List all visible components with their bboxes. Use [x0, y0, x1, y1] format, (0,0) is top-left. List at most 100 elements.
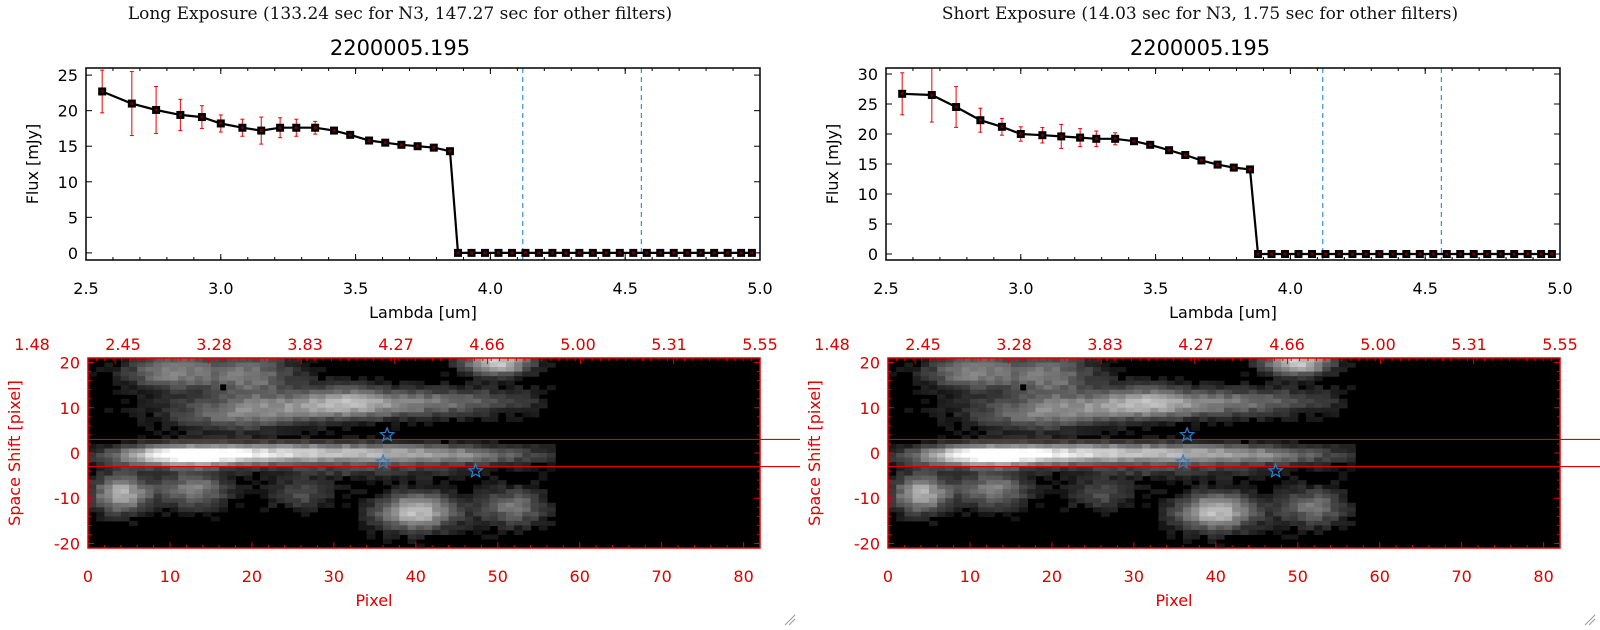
- wavelength-tick-label: 5.00: [1360, 335, 1396, 354]
- x-axis-label: Lambda [um]: [1169, 303, 1277, 322]
- data-point-center: [537, 251, 541, 255]
- x-tick-label: 3.5: [343, 279, 368, 298]
- data-point-center: [1078, 136, 1082, 140]
- data-point-center: [1431, 252, 1435, 256]
- wavelength-tick-label: 5.31: [651, 335, 687, 354]
- data-point-center: [672, 251, 676, 255]
- data-point-center: [712, 251, 716, 255]
- wavelength-tick-label: 2.45: [105, 335, 141, 354]
- x-tick-label: 2.5: [73, 279, 98, 298]
- exposure-header: Long Exposure (133.24 sec for N3, 147.27…: [127, 4, 673, 24]
- data-point-center: [294, 126, 298, 130]
- data-point-center: [1216, 163, 1220, 167]
- x-tick-label: 5.0: [1547, 279, 1572, 298]
- data-point-center: [219, 121, 223, 125]
- pixel-tick-label: 80: [733, 567, 753, 586]
- data-point-center: [200, 115, 204, 119]
- y-tick-label: 25: [858, 95, 878, 114]
- chart-title: 2200005.195: [1129, 36, 1271, 60]
- data-point-center: [1337, 252, 1341, 256]
- pixel-tick-label: 20: [1042, 567, 1062, 586]
- pixel-tick-label: 40: [406, 567, 426, 586]
- data-point-center: [1391, 252, 1395, 256]
- data-point-center: [1445, 252, 1449, 256]
- pixel-tick-label: 10: [960, 567, 980, 586]
- data-point-center: [1248, 167, 1252, 171]
- data-point-center: [523, 251, 527, 255]
- data-point-center: [416, 144, 420, 148]
- data-point-center: [726, 251, 730, 255]
- shift-tick-label: 0: [870, 444, 880, 463]
- data-point-center: [1232, 166, 1236, 170]
- data-point-center: [1323, 252, 1327, 256]
- resize-grip-icon[interactable]: [1584, 614, 1596, 626]
- resize-grip-icon[interactable]: [784, 614, 796, 626]
- y-tick-label: 5: [868, 215, 878, 234]
- y-tick-label: 20: [58, 102, 78, 121]
- data-point-center: [1296, 252, 1300, 256]
- data-point-center: [1256, 252, 1260, 256]
- data-point-center: [1059, 134, 1063, 138]
- data-point-center: [1499, 252, 1503, 256]
- data-point-center: [240, 126, 244, 130]
- x-tick-label: 3.0: [1008, 279, 1033, 298]
- space-shift-axis-label: Space Shift [pixel]: [5, 380, 24, 526]
- data-point-center: [383, 141, 387, 145]
- pixel-tick-label: 60: [570, 567, 590, 586]
- data-point-center: [1183, 153, 1187, 157]
- x-axis-label: Lambda [um]: [369, 303, 477, 322]
- data-point-center: [658, 251, 662, 255]
- data-point-center: [100, 89, 104, 93]
- data-point-center: [1040, 133, 1044, 137]
- data-point-center: [470, 251, 474, 255]
- wavelength-tick-label: 5.31: [1451, 335, 1487, 354]
- shift-tick-label: 0: [70, 444, 80, 463]
- y-tick-label: 10: [58, 173, 78, 192]
- data-point-center: [348, 133, 352, 137]
- spectral-image: [888, 358, 1356, 549]
- data-point-center: [550, 251, 554, 255]
- data-point-center: [367, 139, 371, 143]
- x-tick-label: 3.5: [1143, 279, 1168, 298]
- data-point-center: [130, 102, 134, 106]
- y-tick-label: 15: [58, 137, 78, 156]
- data-point-center: [1148, 143, 1152, 147]
- pixel-tick-label: 70: [651, 567, 671, 586]
- star-marker-icon: [378, 426, 396, 442]
- y-tick-label: 0: [868, 245, 878, 264]
- y-axis-label: Flux [mJy]: [823, 124, 842, 205]
- data-point-center: [1418, 252, 1422, 256]
- y-tick-label: 0: [68, 244, 78, 263]
- shift-tick-label: 20: [60, 354, 80, 373]
- data-point-center: [1364, 252, 1368, 256]
- data-point-center: [631, 251, 635, 255]
- pixel-tick-label: 60: [1370, 567, 1390, 586]
- x-tick-label: 4.0: [1278, 279, 1303, 298]
- data-point-center: [1512, 252, 1516, 256]
- shift-tick-label: -10: [54, 489, 80, 508]
- data-point-center: [399, 143, 403, 147]
- pixel-tick-label: 30: [324, 567, 344, 586]
- pixel-tick-label: 70: [1451, 567, 1471, 586]
- data-point-center: [1270, 252, 1274, 256]
- data-point-center: [645, 251, 649, 255]
- y-tick-label: 30: [858, 65, 878, 84]
- star-marker-icon: [374, 453, 392, 470]
- data-point-center: [750, 251, 754, 255]
- panel-long-exposure: Long Exposure (133.24 sec for N3, 147.27…: [5, 4, 800, 626]
- data-point-center: [1283, 252, 1287, 256]
- data-point-center: [510, 251, 514, 255]
- star-marker-icon: [1174, 453, 1192, 470]
- shift-tick-label: -10: [854, 489, 880, 508]
- data-point-center: [577, 251, 581, 255]
- shift-tick-label: -20: [854, 534, 880, 553]
- data-point-center: [448, 149, 452, 153]
- shift-tick-label: 20: [860, 354, 880, 373]
- data-point-center: [483, 251, 487, 255]
- pixel-tick-label: 30: [1124, 567, 1144, 586]
- pixel-axis-label: Pixel: [355, 591, 392, 610]
- data-point-center: [954, 105, 958, 109]
- star-marker-icon: [1178, 426, 1196, 442]
- data-point-center: [564, 251, 568, 255]
